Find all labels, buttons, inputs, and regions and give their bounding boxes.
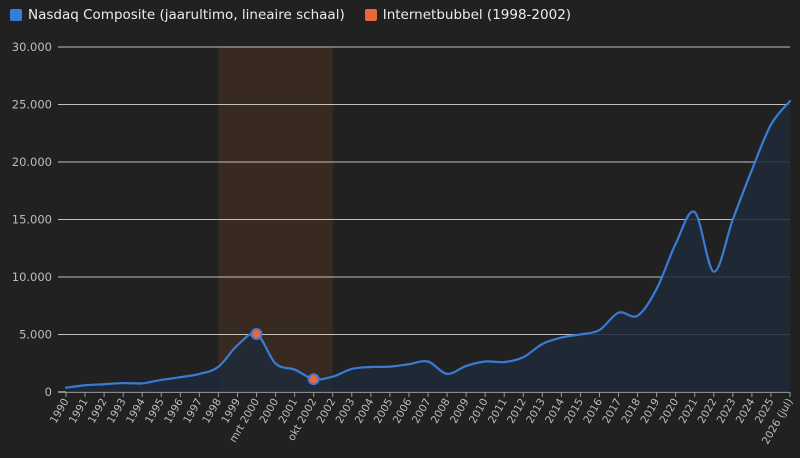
legend-swatch-internetbubbel bbox=[364, 9, 377, 21]
area-layer bbox=[66, 101, 790, 393]
line-layer bbox=[64, 99, 792, 389]
legend-label-nasdaq: Nasdaq Composite (jaarultimo, lineaire s… bbox=[28, 7, 345, 23]
y-tick-label: 15.000 bbox=[12, 213, 52, 227]
series-area-nasdaq bbox=[66, 101, 790, 393]
legend: Nasdaq Composite (jaarultimo, lineaire s… bbox=[10, 5, 571, 25]
y-tick-label: 0 bbox=[45, 385, 52, 399]
legend-item-internetbubbel[interactable]: Internetbubbel (1998-2002) bbox=[364, 7, 572, 23]
x-axis: 1990199119921993199419951996199719981999… bbox=[48, 392, 796, 446]
y-tick-label: 20.000 bbox=[12, 155, 52, 169]
marker-layer bbox=[250, 327, 320, 386]
y-tick-label: 25.000 bbox=[12, 98, 52, 112]
y-axis: 0 5.000 10.000 15.000 20.000 25.000 30.000 bbox=[12, 40, 52, 399]
legend-swatch-nasdaq bbox=[10, 9, 22, 21]
series-line-nasdaq bbox=[64, 99, 792, 389]
legend-label-internetbubbel: Internetbubbel (1998-2002) bbox=[382, 7, 572, 23]
data-point-marker[interactable] bbox=[250, 327, 263, 340]
y-tick-label: 10.000 bbox=[12, 270, 52, 284]
y-tick-label: 30.000 bbox=[12, 40, 52, 54]
legend-item-nasdaq[interactable]: Nasdaq Composite (jaarultimo, lineaire s… bbox=[10, 7, 345, 23]
data-point-marker[interactable] bbox=[307, 373, 320, 386]
y-tick-label: 5.000 bbox=[19, 328, 52, 342]
